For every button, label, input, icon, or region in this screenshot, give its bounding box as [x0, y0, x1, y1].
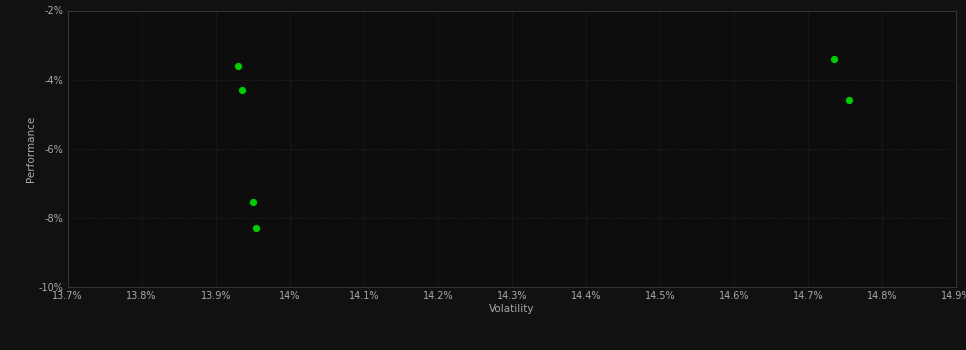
Point	[245, 199, 261, 205]
Point	[249, 225, 265, 231]
Point	[230, 63, 245, 69]
Point	[826, 56, 841, 62]
Point	[841, 98, 857, 103]
Point	[234, 87, 249, 93]
X-axis label: Volatility: Volatility	[489, 304, 535, 314]
Y-axis label: Performance: Performance	[26, 116, 36, 182]
